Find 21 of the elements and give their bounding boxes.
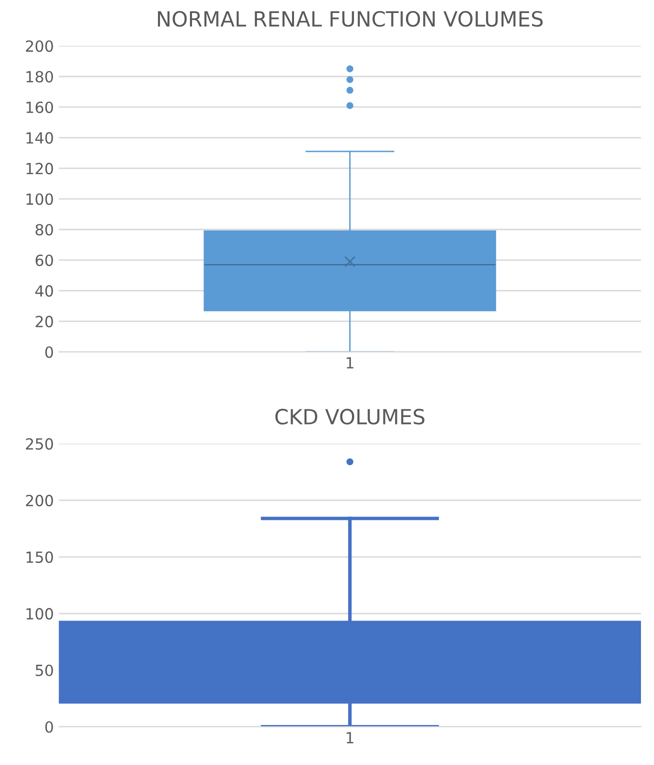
y-tick-label: 60 <box>36 254 53 266</box>
y-tick-label: 80 <box>36 224 53 236</box>
chart-title: CKD VOLUMES <box>275 408 424 425</box>
y-tick-label: 150 <box>26 551 53 563</box>
x-tick-label: 1 <box>346 732 354 744</box>
y-tick-label: 40 <box>35 285 53 297</box>
y-tick-label: 100 <box>26 193 53 205</box>
y-tick-label: 180 <box>26 70 53 83</box>
y-tick-label: 100 <box>26 608 53 620</box>
y-tick-label: 20 <box>36 316 53 328</box>
chart-title: NORMAL RENAL FUNCTION VOLUMES <box>158 10 543 27</box>
y-tick-label: 250 <box>26 438 53 450</box>
y-tick-label: 0 <box>45 721 53 733</box>
y-tick-label: 0 <box>45 346 53 358</box>
x-tick-label: 1 <box>346 357 354 368</box>
y-tick-label: 140 <box>26 132 53 144</box>
y-tick-label: 200 <box>26 40 53 52</box>
y-tick-label: 50 <box>36 664 53 676</box>
y-tick-label: 200 <box>26 494 53 506</box>
y-tick-label: 160 <box>26 102 53 114</box>
y-tick-label: 120 <box>26 162 53 174</box>
